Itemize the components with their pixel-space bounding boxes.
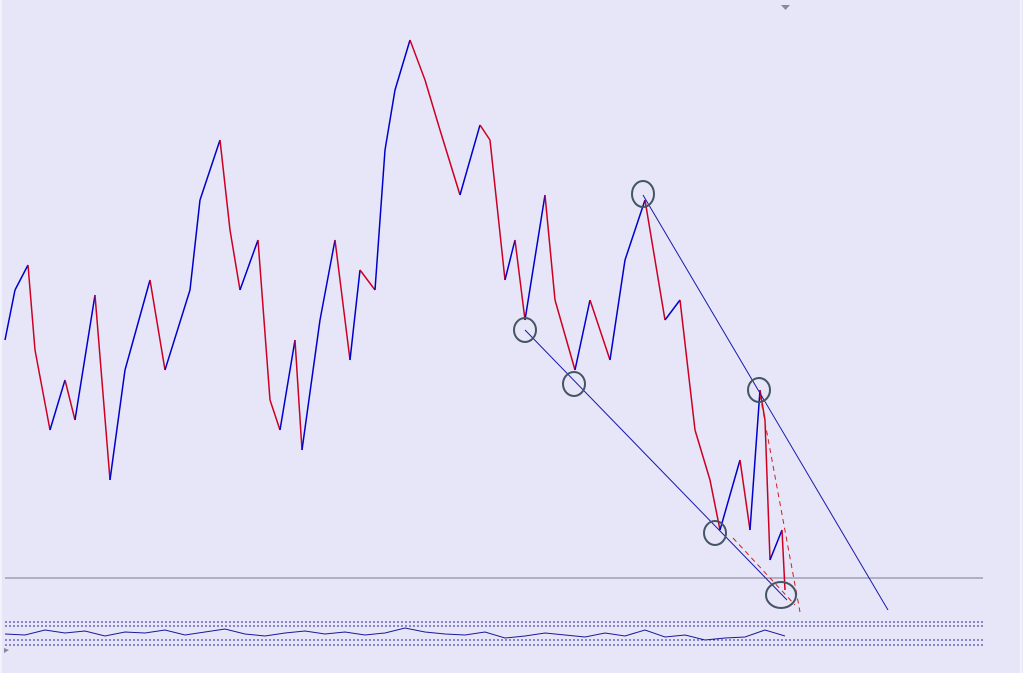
price-segment bbox=[27, 264, 36, 351]
drawings bbox=[513, 180, 889, 613]
price-segment bbox=[269, 399, 281, 431]
price-segment bbox=[439, 129, 461, 196]
price-segment bbox=[94, 294, 111, 481]
price-plot bbox=[4, 39, 786, 591]
dashed-line bbox=[759, 394, 801, 613]
circle-marker bbox=[562, 371, 586, 397]
price-segment bbox=[294, 339, 303, 451]
price-segment bbox=[199, 139, 221, 201]
price-segment bbox=[74, 294, 96, 421]
price-segment bbox=[554, 299, 576, 371]
price-segment bbox=[189, 199, 201, 291]
price-segment bbox=[769, 529, 783, 561]
oscillator-line bbox=[4, 627, 786, 641]
price-segment bbox=[524, 194, 546, 321]
price-segment bbox=[589, 299, 611, 361]
circle-marker bbox=[765, 581, 797, 609]
price-segment bbox=[374, 149, 386, 291]
price-segment bbox=[664, 299, 681, 321]
price-segment bbox=[229, 229, 241, 291]
price-segment bbox=[694, 429, 711, 481]
price-segment bbox=[504, 239, 516, 281]
price-segment bbox=[489, 139, 506, 281]
price-segment bbox=[334, 239, 351, 361]
price-segment bbox=[624, 199, 646, 261]
price-segment bbox=[479, 124, 491, 141]
price-segment bbox=[644, 199, 666, 321]
price-segment bbox=[109, 369, 126, 481]
price-segment bbox=[739, 459, 751, 531]
price-segment bbox=[49, 379, 66, 431]
price-segment bbox=[219, 139, 231, 231]
price-segment bbox=[14, 264, 29, 291]
price-segment bbox=[64, 379, 76, 421]
price-segment bbox=[409, 39, 426, 81]
price-segment bbox=[764, 419, 771, 561]
price-segment bbox=[459, 124, 481, 196]
price-segment bbox=[424, 79, 441, 131]
price-segment bbox=[4, 289, 16, 341]
price-segment bbox=[257, 239, 271, 401]
price-segment bbox=[609, 259, 626, 361]
circle-marker bbox=[703, 520, 727, 546]
circle-marker bbox=[747, 377, 771, 403]
circle-marker bbox=[631, 180, 655, 208]
price-segment bbox=[349, 269, 361, 361]
price-segment bbox=[34, 349, 51, 431]
oscillator-levels bbox=[5, 621, 983, 646]
price-segment bbox=[149, 279, 166, 371]
price-segment bbox=[359, 269, 376, 291]
price-segment bbox=[394, 39, 411, 91]
oscillator-plot bbox=[4, 627, 786, 641]
price-segment bbox=[781, 529, 786, 591]
price-segment bbox=[574, 299, 591, 371]
dashed-line bbox=[732, 537, 796, 606]
price-segment bbox=[514, 239, 526, 321]
scroll-marker bbox=[781, 5, 790, 10]
corner-marker bbox=[4, 648, 9, 653]
price-segment bbox=[749, 389, 761, 531]
price-segment bbox=[279, 339, 296, 431]
price-segment bbox=[544, 194, 556, 301]
price-segment bbox=[384, 89, 396, 151]
circle-marker bbox=[513, 317, 537, 343]
price-segment bbox=[319, 239, 336, 321]
price-segment bbox=[164, 289, 191, 371]
price-segment bbox=[679, 299, 696, 431]
price-segment bbox=[239, 239, 259, 291]
price-segment bbox=[124, 279, 151, 371]
lower-trendline bbox=[524, 329, 788, 601]
price-segment bbox=[301, 319, 321, 451]
price-segment bbox=[719, 459, 741, 531]
upper-trendline bbox=[642, 194, 889, 611]
